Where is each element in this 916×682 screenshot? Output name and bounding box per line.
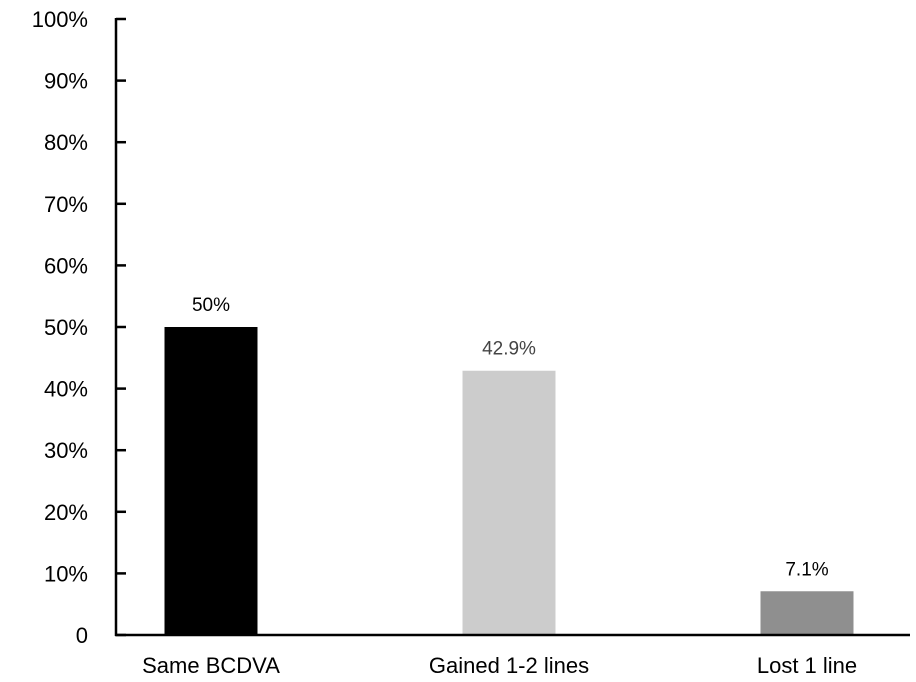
- bars: [164, 327, 854, 635]
- y-tick-label: 10%: [44, 561, 88, 586]
- data-label: 42.9%: [482, 339, 536, 360]
- y-tick-label: 40%: [44, 377, 88, 402]
- x-tick-label: Same BCDVA: [142, 653, 280, 678]
- y-tick-label: 60%: [44, 253, 88, 278]
- bar: [164, 327, 258, 635]
- data-labels: 50% 42.9% 7.1%: [192, 295, 829, 580]
- data-label: 50%: [192, 295, 230, 316]
- bar: [462, 370, 556, 635]
- y-tick-label: 50%: [44, 315, 88, 340]
- x-tick-label: Gained 1-2 lines: [429, 653, 589, 678]
- y-tick-label: 70%: [44, 192, 88, 217]
- y-tick-label: 20%: [44, 500, 88, 525]
- y-tick-label: 80%: [44, 130, 88, 155]
- y-tick-label: 0: [76, 623, 88, 648]
- y-tick-label: 30%: [44, 438, 88, 463]
- x-axis-labels: Same BCDVA Gained 1-2 lines Lost 1 line: [142, 653, 857, 678]
- data-label: 7.1%: [785, 559, 828, 580]
- y-tick-label: 90%: [44, 69, 88, 94]
- y-axis-ticks: 0 10% 20% 30% 40% 50% 60% 70% 80% 90% 100%: [32, 7, 126, 648]
- x-tick-label: Lost 1 line: [757, 653, 857, 678]
- y-tick-label: 100%: [32, 7, 88, 32]
- bar: [760, 591, 854, 635]
